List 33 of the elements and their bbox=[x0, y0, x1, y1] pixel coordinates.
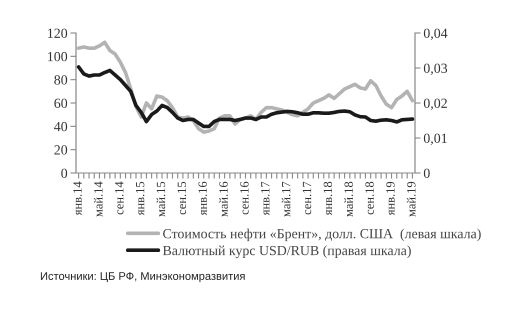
y-tick-label: 40 bbox=[54, 122, 68, 132]
x-tick-label: май.15 bbox=[156, 182, 166, 217]
legend-label: Валютный курс USD/RUB (правая шкала) bbox=[162, 245, 411, 258]
x-tick-label: сен.18 bbox=[365, 182, 374, 214]
line-series bbox=[76, 65, 414, 128]
x-tick-label: янв.14 bbox=[73, 182, 82, 216]
x-tick-label: май.18 bbox=[344, 182, 353, 217]
legend-label: Стоимость нефти «Брент», долл. США (левая шкала) bbox=[163, 228, 481, 242]
x-tick-label: янв.17 bbox=[261, 182, 270, 216]
x-tick-label: сен.17 bbox=[302, 182, 312, 214]
x-tick-label: сен.15 bbox=[178, 182, 186, 214]
y2-tick-label: 0,04 bbox=[424, 28, 448, 40]
y-tick-label: 20 bbox=[54, 145, 68, 155]
x-tick-label: янв.15 bbox=[136, 182, 144, 216]
x-tick-label: май.19 bbox=[406, 182, 416, 217]
x-tick-label: янв.18 bbox=[324, 182, 332, 216]
x-tick-label: сен.16 bbox=[240, 182, 249, 214]
x-tick-label: сен.14 bbox=[115, 182, 124, 214]
x-tick-label: янв.19 bbox=[386, 182, 395, 216]
y-tick-label: 120 bbox=[48, 28, 68, 38]
x-tick-label: май.16 bbox=[219, 182, 228, 217]
x-tick-label: май.14 bbox=[94, 182, 103, 217]
y-tick-label: 80 bbox=[54, 75, 68, 85]
y2-tick-label: 0 bbox=[424, 168, 430, 178]
y2-tick-label: 0,01 bbox=[424, 134, 447, 145]
y2-tick-label: 0,03 bbox=[424, 64, 448, 75]
x-tick-label: май.17 bbox=[282, 182, 290, 217]
y-tick-label: 100 bbox=[48, 52, 68, 62]
y-tick-label: 0 bbox=[61, 168, 68, 178]
y-tick-label: 60 bbox=[54, 98, 68, 108]
x-tick-label: янв.16 bbox=[198, 182, 207, 216]
text: Источники: ЦБ РФ, Минэкономразвития bbox=[40, 272, 245, 282]
y2-tick-label: 0,02 bbox=[424, 98, 447, 110]
